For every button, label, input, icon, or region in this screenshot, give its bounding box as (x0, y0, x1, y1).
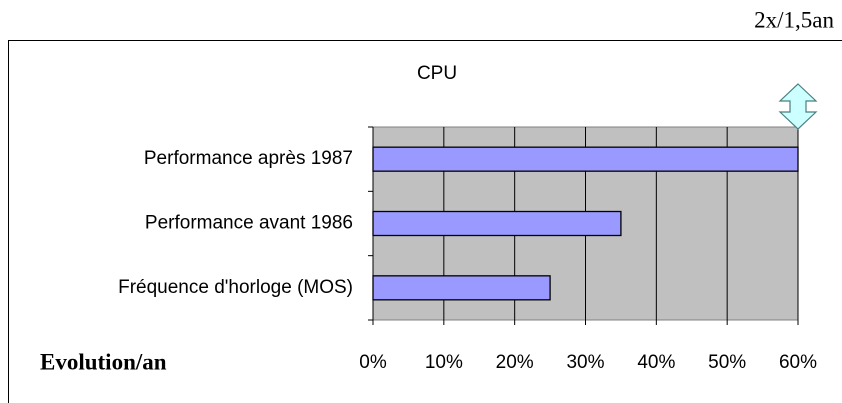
x-tick-label: 10% (425, 352, 463, 373)
x-tick-label: 20% (496, 352, 534, 373)
bar (372, 275, 551, 301)
x-tick-label: 40% (637, 352, 675, 373)
y-tick-label: Performance avant 1986 (145, 213, 353, 234)
y-tick-label: Performance après 1987 (144, 148, 353, 169)
x-tick-label: 60% (779, 352, 817, 373)
bar (372, 146, 799, 172)
bar (372, 210, 622, 237)
annotation: Evolution/an (40, 349, 167, 374)
x-tick-label: 30% (566, 352, 604, 373)
x-tick-label: 0% (359, 352, 387, 373)
x-tick-label: 50% (708, 352, 746, 373)
chart-frame (8, 40, 842, 403)
double-arrow (778, 83, 818, 130)
chart-title: CPU (417, 63, 457, 84)
y-tick-label: Fréquence d'horloge (MOS) (118, 277, 353, 298)
annotation: 2x/1,5an (754, 7, 834, 32)
